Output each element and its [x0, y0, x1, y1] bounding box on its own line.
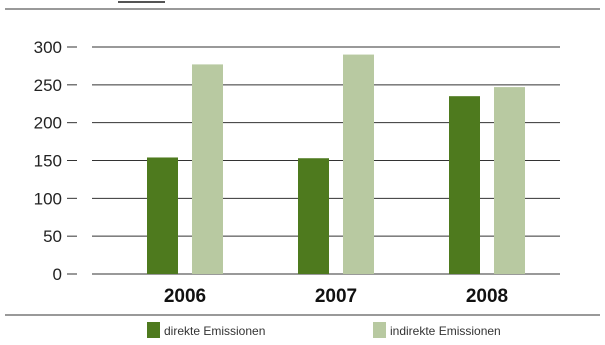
x-tick-label: 2008	[466, 286, 508, 307]
bar-2007-direkte	[298, 158, 329, 274]
y-tick-label: 150	[34, 152, 62, 171]
x-tick-label: 2007	[315, 286, 357, 307]
y-tick-label: 200	[34, 114, 62, 133]
bar-2007-indirekte	[343, 54, 374, 274]
legend-swatch	[373, 322, 386, 338]
legend-swatch	[147, 322, 160, 338]
legend-label: direkte Emissionen	[164, 324, 265, 338]
y-tick-label: 50	[43, 227, 62, 246]
x-tick-label: 2006	[164, 286, 206, 307]
y-tick-label: 0	[53, 265, 62, 284]
legend: direkte Emissionen indirekte Emissionen	[147, 322, 501, 338]
bar-2006-direkte	[147, 157, 178, 274]
x-axis-ticks: 2006 2007 2008	[164, 286, 508, 307]
y-tick-label: 100	[34, 189, 62, 208]
y-axis-ticks: 0 50 100 150 200 250 300	[34, 38, 77, 284]
y-tick-label: 250	[34, 76, 62, 95]
y-tick-label: 300	[34, 38, 62, 57]
bars	[147, 54, 525, 274]
bar-2008-direkte	[449, 96, 480, 274]
bar-2006-indirekte	[192, 64, 223, 274]
legend-label: indirekte Emissionen	[390, 324, 501, 338]
bar-2008-indirekte	[494, 87, 525, 274]
